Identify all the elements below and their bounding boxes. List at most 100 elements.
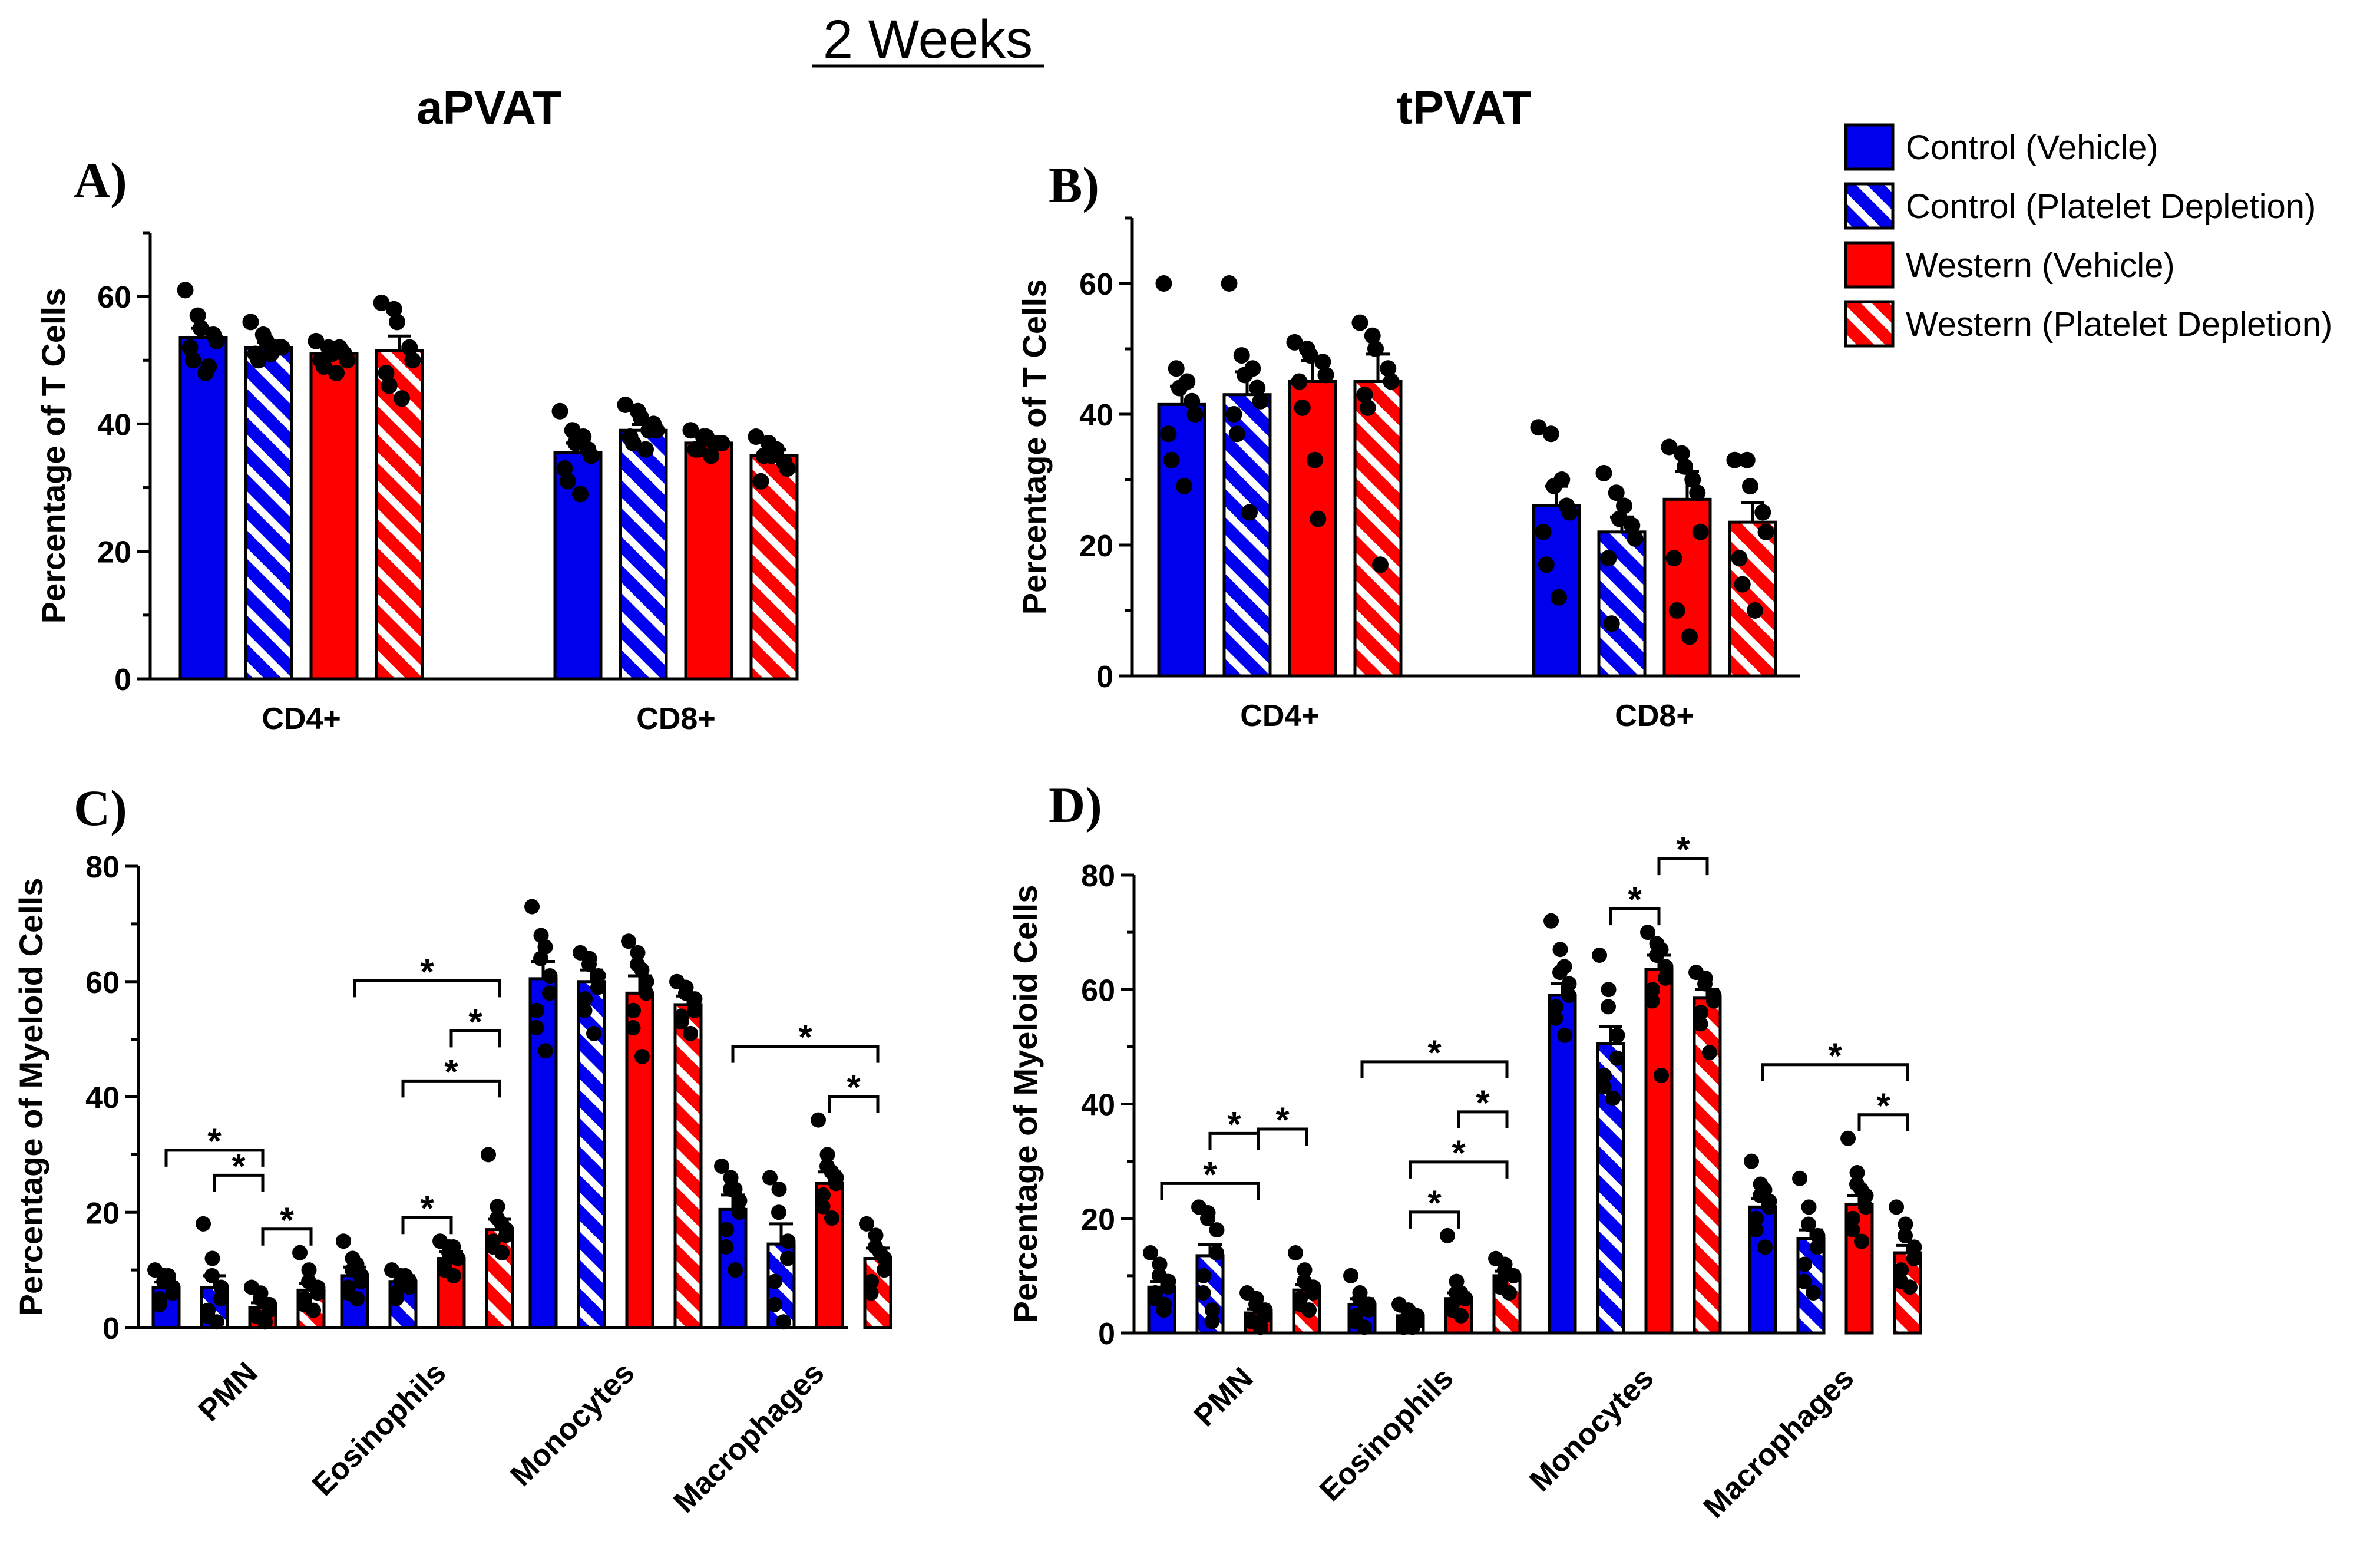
data-point-b — [1176, 478, 1192, 495]
data-point-a — [193, 320, 209, 337]
significance-bracket-c — [731, 1045, 880, 1063]
figure-title: 2 Weeks — [823, 9, 1033, 70]
data-point-d — [1505, 1268, 1521, 1283]
data-point-c — [634, 962, 650, 978]
data-point-c — [498, 1227, 514, 1243]
data-point-d — [1356, 1296, 1372, 1312]
data-point-d — [1654, 1067, 1669, 1083]
bar-c-monocytes-s2 — [625, 991, 654, 1329]
data-point-b — [1179, 373, 1196, 390]
data-point-d — [1845, 1210, 1861, 1226]
data-point-d — [1849, 1165, 1865, 1181]
data-point-c — [727, 1182, 743, 1197]
data-point-c — [388, 1291, 404, 1307]
data-point-d — [1561, 976, 1577, 992]
data-point-c — [204, 1250, 220, 1266]
data-point-a — [575, 428, 592, 446]
bar-a-cd8-s3 — [749, 454, 799, 681]
data-point-c — [718, 1239, 734, 1255]
panel-label-d: D) — [1049, 777, 1102, 833]
data-point-d — [1596, 1067, 1612, 1083]
legend-swatch-western-platelet-depletion — [1844, 300, 1895, 348]
data-point-d — [1757, 1239, 1773, 1255]
data-point-a — [624, 434, 642, 451]
data-point-c — [723, 1170, 739, 1186]
data-point-d — [1697, 976, 1713, 992]
data-point-c — [353, 1273, 369, 1289]
data-point-c — [160, 1268, 176, 1283]
data-point-b — [1249, 380, 1266, 397]
data-point-c — [824, 1210, 839, 1226]
data-point-b — [1244, 360, 1261, 377]
significance-star-c: * — [847, 1068, 861, 1107]
data-point-c — [398, 1268, 413, 1283]
legend-label-control-vehicle: Control (Vehicle) — [1906, 128, 2158, 167]
data-point-c — [494, 1245, 510, 1260]
data-point-a — [378, 364, 395, 381]
data-point-a — [328, 364, 345, 381]
data-point-a — [617, 396, 634, 413]
data-point-a — [394, 390, 410, 407]
data-point-a — [266, 339, 283, 356]
data-point-b — [1351, 314, 1368, 331]
data-point-d — [1297, 1262, 1313, 1278]
data-point-b — [1603, 615, 1620, 632]
bar-d-monocytes-s2 — [1644, 968, 1674, 1335]
data-point-b — [1356, 386, 1373, 403]
data-point-c — [828, 1176, 844, 1192]
data-point-b — [1314, 354, 1331, 371]
data-point-a — [404, 352, 421, 369]
significance-bracket-d — [1160, 1182, 1260, 1200]
data-point-c — [621, 933, 637, 949]
data-point-c — [767, 1273, 783, 1289]
y-tick-label-a: 20 — [97, 536, 131, 570]
category-label-c: Monocytes — [504, 1355, 641, 1493]
data-point-b — [1163, 451, 1180, 468]
data-point-c — [349, 1256, 365, 1272]
data-point-c — [533, 951, 548, 966]
column-title-tpvat: tPVAT — [1397, 81, 1531, 134]
data-point-b — [1291, 373, 1308, 390]
data-point-b — [1225, 406, 1242, 423]
data-point-d — [1657, 970, 1673, 986]
data-point-d — [1801, 1199, 1817, 1215]
data-point-a — [250, 352, 267, 369]
significance-star-c: * — [420, 952, 434, 991]
data-point-a — [640, 422, 657, 439]
data-point-c — [209, 1314, 224, 1330]
legend-swatch-western-vehicle — [1844, 241, 1895, 289]
category-label-c: PMN — [192, 1355, 265, 1428]
significance-star-d: * — [1203, 1154, 1217, 1194]
data-point-b — [1252, 392, 1269, 410]
data-point-d — [1305, 1285, 1321, 1301]
data-point-b — [1168, 360, 1185, 377]
data-point-d — [1543, 913, 1559, 929]
data-point-a — [682, 422, 699, 439]
data-point-a — [381, 377, 398, 394]
data-point-d — [1208, 1245, 1224, 1261]
data-point-d — [1853, 1182, 1869, 1198]
data-point-c — [824, 1164, 839, 1180]
legend-swatch-control-platelet-depletion — [1844, 182, 1895, 230]
significance-star-c: * — [280, 1200, 294, 1240]
data-point-c — [292, 1245, 308, 1260]
data-point-a — [559, 473, 576, 490]
data-point-d — [1744, 1153, 1760, 1169]
data-point-a — [389, 314, 405, 331]
data-point-a — [690, 441, 707, 458]
significance-star-d: * — [1275, 1100, 1290, 1140]
data-point-d — [1748, 1210, 1764, 1226]
data-point-b — [1155, 275, 1172, 292]
data-point-c — [151, 1296, 167, 1312]
bar-a-cd4-s0 — [178, 336, 228, 681]
data-point-b — [1317, 367, 1334, 384]
data-point-a — [189, 307, 206, 324]
bar-b-cd4-s0 — [1157, 402, 1206, 678]
data-point-c — [445, 1239, 461, 1255]
significance-bracket-d — [1761, 1063, 1909, 1081]
data-point-b — [1561, 504, 1578, 521]
data-point-d — [1898, 1216, 1913, 1232]
data-point-d — [1556, 959, 1572, 975]
data-point-d — [1152, 1256, 1168, 1272]
